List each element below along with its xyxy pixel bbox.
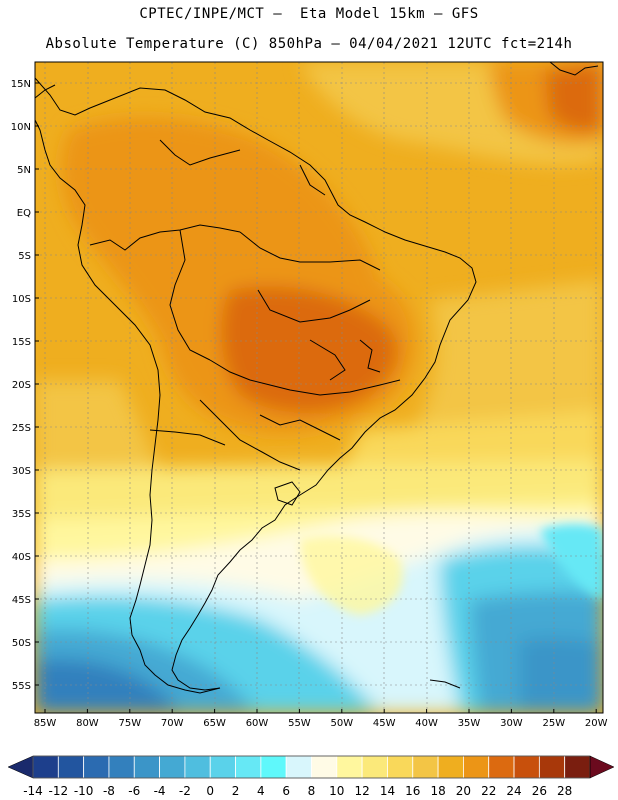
colorbar-label: 12 [354, 784, 369, 798]
colorbar-swatch [285, 755, 312, 779]
title-line-2: Absolute Temperature (C) 850hPa – 04/04/… [45, 36, 573, 52]
lat-label: 45S [12, 595, 31, 606]
temperature-field [35, 62, 603, 713]
lon-label: 60W [246, 718, 269, 729]
colorbar-label: -10 [74, 784, 94, 798]
colorbar-high-arrow [589, 755, 615, 779]
lon-label: 85W [34, 718, 57, 729]
lon-label: 25W [542, 718, 565, 729]
lon-label: 75W [118, 718, 141, 729]
colorbar-swatch [133, 755, 160, 779]
title-line-1: CPTEC/INPE/MCT – Eta Model 15km – GFS [139, 6, 479, 22]
colorbar-swatch [235, 755, 262, 779]
lat-label: 35S [12, 509, 31, 520]
latitude-labels: 15N 10N 5N EQ 5S 10S 15S 20S 25S 30S 35S 40S 45S 50S 5… [11, 79, 39, 692]
colorbar-swatch [463, 755, 490, 779]
lat-label: 10S [12, 294, 31, 305]
coastlines [35, 62, 599, 694]
colorbar-swatch [260, 755, 287, 779]
colorbar-label: 26 [532, 784, 547, 798]
colorbar-label: 22 [481, 784, 496, 798]
lon-label: 70W [161, 718, 184, 729]
lat-label: 15N [11, 79, 31, 90]
colorbar-label: -4 [154, 784, 166, 798]
colorbar-label: 8 [308, 784, 316, 798]
colorbar: -14 -12 -10 -8 -6 -4 -2 0 2 4 6 8 10 12 14 16 18 20 22 24 26… [7, 755, 615, 798]
lat-label: 20S [12, 380, 31, 391]
lat-label: 15S [12, 337, 31, 348]
colorbar-swatch [83, 755, 110, 779]
colorbar-label: 28 [557, 784, 572, 798]
lon-label: 20W [585, 718, 608, 729]
lat-label: 40S [12, 552, 31, 563]
colorbar-label: 16 [405, 784, 420, 798]
lat-label: 30S [12, 466, 31, 477]
graticule [35, 62, 603, 713]
colorbar-label: 18 [430, 784, 445, 798]
colorbar-label: 0 [206, 784, 214, 798]
lon-label: 80W [76, 718, 99, 729]
colorbar-swatch [336, 755, 363, 779]
lat-label: EQ [17, 208, 31, 219]
lon-label: 65W [203, 718, 226, 729]
lat-label: 55S [12, 681, 31, 692]
colorbar-swatch [387, 755, 414, 779]
lat-label: 5N [17, 165, 31, 176]
lat-label: 5S [18, 251, 31, 262]
colorbar-label: -6 [128, 784, 140, 798]
lon-label: 30W [500, 718, 523, 729]
colorbar-label: 10 [329, 784, 344, 798]
colorbar-label: 2 [232, 784, 240, 798]
colorbar-label: -12 [49, 784, 69, 798]
lon-label: 55W [288, 718, 311, 729]
lat-label: 50S [12, 638, 31, 649]
map-frame [34, 61, 604, 714]
colorbar-label: 14 [380, 784, 395, 798]
colorbar-swatch [209, 755, 236, 779]
colorbar-swatch [488, 755, 515, 779]
colorbar-swatch [538, 755, 566, 779]
colorbar-swatch [412, 755, 439, 779]
colorbar-low-arrow [7, 755, 34, 779]
colorbar-swatch [184, 755, 211, 779]
colorbar-label: -14 [23, 784, 43, 798]
colorbar-swatch [311, 755, 338, 779]
lon-label: 40W [415, 718, 438, 729]
lon-label: 45W [373, 718, 396, 729]
colorbar-swatch [32, 755, 59, 779]
colorbar-swatch [437, 755, 464, 779]
colorbar-label: -2 [179, 784, 191, 798]
colorbar-swatch [57, 755, 85, 779]
longitude-labels: 85W 80W 75W 70W 65W 60W 55W 50W 45W 40W 35W 30W 25W 2… [34, 709, 608, 729]
colorbar-label: -8 [103, 784, 115, 798]
colorbar-swatch [108, 755, 135, 779]
colorbar-swatch [564, 755, 591, 779]
colorbar-frame [32, 755, 591, 779]
lat-label: 25S [12, 423, 31, 434]
colorbar-swatch [361, 755, 388, 779]
colorbar-label: 24 [506, 784, 521, 798]
colorbar-label: 4 [257, 784, 265, 798]
lon-label: 50W [330, 718, 353, 729]
lat-label: 10N [11, 122, 31, 133]
lon-label: 35W [458, 718, 481, 729]
colorbar-swatch [513, 755, 540, 779]
colorbar-label: 6 [282, 784, 290, 798]
colorbar-swatch [159, 755, 186, 779]
colorbar-label: 20 [456, 784, 471, 798]
